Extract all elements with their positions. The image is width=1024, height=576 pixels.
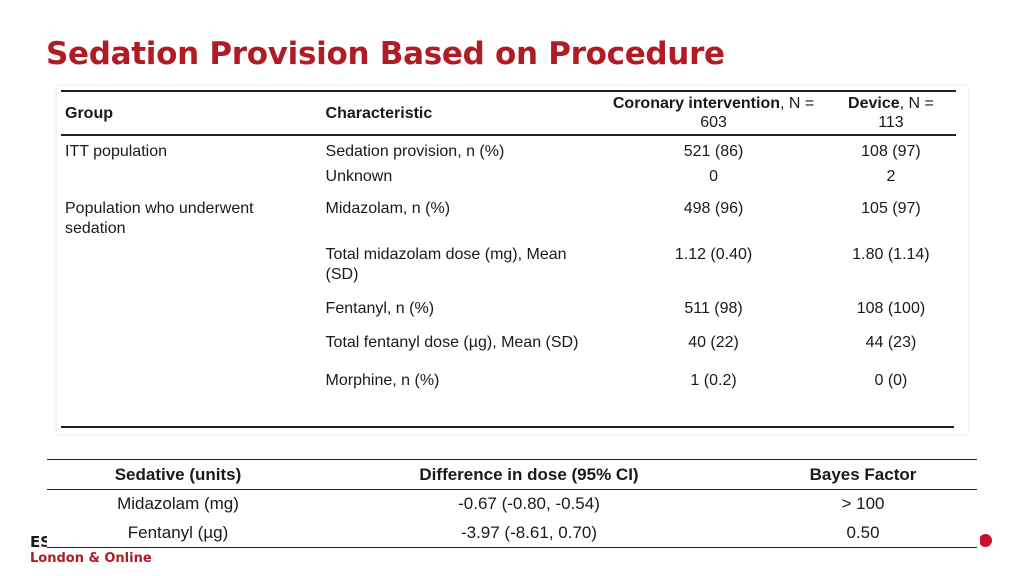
cell-characteristic: Sedation provision, n (%) xyxy=(325,143,505,160)
cell-difference: -3.97 (-8.61, 0.70) xyxy=(460,522,598,542)
cell-characteristic: Fentanyl, n (%) xyxy=(325,300,435,317)
cell-sedative: Midazolam (mg) xyxy=(117,494,239,514)
header-device: Device, N = 113 xyxy=(826,91,956,135)
header-coronary-n: , N = xyxy=(780,95,815,112)
characteristics-table-panel: Group Characteristic Coronary interventi… xyxy=(57,86,968,434)
header-characteristic: Characteristic xyxy=(325,104,433,122)
header-bayes-factor: Bayes Factor xyxy=(809,464,917,484)
header-difference: Difference in dose (95% CI) xyxy=(419,464,639,484)
dose-difference-table-panel: Sedative (units) Difference in dose (95%… xyxy=(47,459,980,551)
cell-coronary: 0 xyxy=(709,168,718,185)
cell-group xyxy=(61,295,326,329)
header-device-label: Device xyxy=(848,95,900,112)
cell-group xyxy=(61,243,326,295)
cell-group xyxy=(61,329,326,367)
cell-group: Population who underwent sedation xyxy=(65,200,254,237)
cell-device: 105 (97) xyxy=(861,200,921,217)
table-header-row: Group Characteristic Coronary interventi… xyxy=(61,91,956,135)
table-row: Fentanyl, n (%) 511 (98) 108 (100) xyxy=(61,295,956,329)
dose-difference-table: Sedative (units) Difference in dose (95%… xyxy=(47,459,977,548)
cell-coronary: 1.12 (0.40) xyxy=(674,246,753,263)
cell-group: ITT population xyxy=(65,143,167,160)
cell-group xyxy=(61,163,326,196)
table-header-row: Sedative (units) Difference in dose (95%… xyxy=(47,459,977,490)
cell-characteristic: Morphine, n (%) xyxy=(325,372,440,389)
cell-bayes-factor: 0.50 xyxy=(846,522,880,542)
header-coronary: Coronary intervention, N = 603 xyxy=(601,91,826,135)
conference-subtitle: London & Online xyxy=(30,551,152,566)
table-row: ITT population Sedation provision, n (%)… xyxy=(61,135,956,163)
cell-device: 2 xyxy=(886,168,896,185)
table-row: Midazolam (mg) -0.67 (-0.80, -0.54) > 10… xyxy=(47,490,977,519)
table-row: Morphine, n (%) 1 (0.2) 0 (0) xyxy=(61,367,956,397)
table-row: Total midazolam dose (mg), Mean (SD) 1.1… xyxy=(61,243,956,295)
characteristics-table: Group Characteristic Coronary interventi… xyxy=(61,90,956,397)
header-device-n: , N = xyxy=(899,95,934,112)
red-dot-icon xyxy=(979,534,992,547)
cell-characteristic: Unknown xyxy=(325,168,393,185)
cell-characteristic: Total midazolam dose (mg), Mean (SD) xyxy=(325,246,567,283)
cell-characteristic: Midazolam, n (%) xyxy=(325,200,451,217)
header-coronary-n-value: 603 xyxy=(700,114,727,131)
cell-bayes-factor: > 100 xyxy=(841,494,885,514)
cell-characteristic: Total fentanyl dose (µg), Mean (SD) xyxy=(325,334,579,351)
conference-logo: ES xyxy=(30,533,52,551)
table-row: Population who underwent sedation Midazo… xyxy=(61,196,956,243)
table-row: Unknown 0 2 xyxy=(61,163,956,196)
cell-device: 108 (97) xyxy=(861,143,921,160)
cell-device: 108 (100) xyxy=(856,300,926,317)
cell-device: 44 (23) xyxy=(865,334,917,351)
table-row: Fentanyl (µg) -3.97 (-8.61, 0.70) 0.50 xyxy=(47,519,977,548)
cell-coronary: 1 (0.2) xyxy=(690,372,737,389)
cell-group xyxy=(61,367,326,397)
cell-device: 0 (0) xyxy=(874,372,908,389)
header-coronary-label: Coronary intervention xyxy=(612,95,780,112)
slide-title: Sedation Provision Based on Procedure xyxy=(46,36,725,72)
cell-sedative: Fentanyl (µg) xyxy=(127,522,229,542)
header-device-n-value: 113 xyxy=(878,114,904,131)
header-group: Group xyxy=(65,104,113,122)
cell-coronary: 511 (98) xyxy=(684,300,743,317)
cell-coronary: 498 (96) xyxy=(683,200,744,217)
cell-coronary: 40 (22) xyxy=(688,334,739,351)
cell-device: 1.80 (1.14) xyxy=(852,246,930,263)
cell-difference: -0.67 (-0.80, -0.54) xyxy=(458,494,600,514)
table-bottom-rule xyxy=(61,426,954,428)
header-sedative: Sedative (units) xyxy=(114,464,242,484)
cell-coronary: 521 (86) xyxy=(683,143,744,160)
table-row: Total fentanyl dose (µg), Mean (SD) 40 (… xyxy=(61,329,956,367)
